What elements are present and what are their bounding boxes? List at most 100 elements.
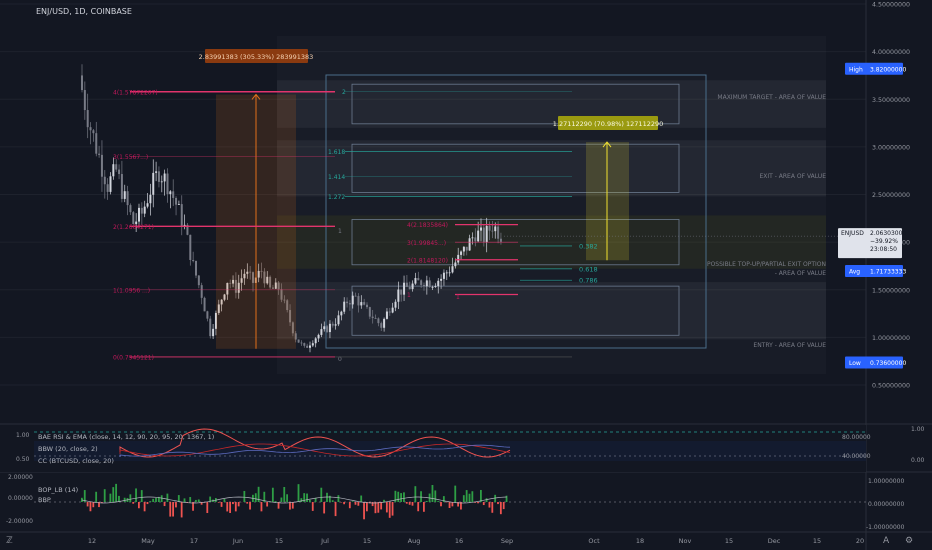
ind1-ema-line <box>119 443 511 457</box>
ind2-bar <box>143 502 146 512</box>
time-tick-label: Oct <box>588 537 600 545</box>
ind2-bar <box>480 489 482 502</box>
ind2-bar <box>303 493 306 502</box>
ind2-bar <box>417 502 420 512</box>
auto-scale-icon[interactable]: A <box>883 536 890 546</box>
indicator-pane-rsi[interactable]: BAE RSI & EMA (close, 14, 12, 90, 20, 95… <box>0 425 925 472</box>
candle-body <box>445 272 448 274</box>
candle-body <box>126 191 129 206</box>
candle-body <box>499 238 502 242</box>
zone-top_up <box>277 215 826 269</box>
time-axis[interactable]: 12 May 17 Jun 15 Jul 15 Aug 16 Sep Oct 18 Nov 15 Dec 15… <box>88 537 864 545</box>
current-price-bg <box>838 228 902 259</box>
indicator-pane-bop[interactable]: BOP_LB (14) BBP 2.00000 0.00000 -2.00000 1.00… <box>6 474 905 531</box>
candle-body <box>346 301 349 304</box>
fib-ext-label: 0.786 <box>579 277 598 285</box>
fib-ext-label: 0.382 <box>579 242 598 250</box>
price-tick-label: 4.50000000 <box>872 2 910 9</box>
candle-body <box>166 173 169 195</box>
ind2-bar <box>394 490 397 502</box>
fib-ext-label: 2 <box>342 89 346 96</box>
ind2-bar <box>371 502 374 507</box>
candle-body <box>309 345 311 348</box>
ind2-left-axis: 0.00000 <box>8 495 33 502</box>
candle-body <box>414 278 417 284</box>
candle-body <box>112 164 115 177</box>
ind2-bar <box>323 502 326 514</box>
candle-body <box>209 318 212 337</box>
ind2-bar <box>297 484 300 502</box>
measure-label-right: 1.27112290 (70.98%) 127112290 <box>553 120 664 128</box>
high-label-name: High <box>849 66 863 73</box>
ind2-bar <box>172 502 174 517</box>
ind1-far-right-axis: 0.00 <box>911 457 925 464</box>
candle-body <box>243 273 246 279</box>
candle-body <box>149 194 152 204</box>
high-label-bg <box>845 62 903 75</box>
candle-body <box>326 326 329 333</box>
candle-body <box>109 176 112 192</box>
time-tick-label: 20 <box>856 537 864 545</box>
ind2-bar <box>115 483 117 502</box>
zoom-icon[interactable]: ℤ <box>6 536 13 546</box>
time-tick-label: Dec <box>768 537 781 545</box>
ind2-bar <box>474 502 477 503</box>
ind2-bar <box>229 502 231 513</box>
zone-exit <box>277 140 826 197</box>
ind2-bar <box>425 500 428 502</box>
candle-body <box>157 171 160 182</box>
candle-body <box>246 271 249 274</box>
ind1-left-axis: 1.00 <box>16 432 30 439</box>
candle-body <box>425 280 428 287</box>
time-tick-label: 15 <box>725 537 733 545</box>
time-tick-label: 18 <box>636 537 644 545</box>
ind2-bar <box>357 502 360 506</box>
candle-body <box>482 227 485 243</box>
time-tick-label: 15 <box>813 537 821 545</box>
ind2-bar <box>326 492 328 502</box>
ind1-legend: CC (BTCUSD, close, 20) <box>38 457 114 465</box>
candle-body <box>460 251 463 255</box>
candle-body <box>277 282 280 290</box>
ind2-bar <box>226 502 229 512</box>
ind2-bar <box>263 491 266 502</box>
candle-body <box>423 284 425 287</box>
candle-body <box>408 286 411 290</box>
candle-body <box>115 164 118 170</box>
candle-body <box>212 328 215 337</box>
price-tick-label: 3.00000000 <box>872 144 910 151</box>
candle-body <box>217 304 220 313</box>
time-tick-label: Jun <box>232 537 243 545</box>
ind2-right-axis: -1.00000000 <box>866 524 905 531</box>
candle-body <box>337 315 340 325</box>
candle-body <box>340 311 343 316</box>
candle-body <box>451 266 454 273</box>
grid <box>0 3 866 386</box>
candle-body <box>100 154 103 177</box>
ind2-bar <box>152 498 155 502</box>
ind2-bar <box>354 502 357 505</box>
candle-body <box>351 295 354 305</box>
candle-body <box>311 343 314 346</box>
candle-body <box>257 270 260 278</box>
fib-right-level-label: 4(2.1835864) <box>407 222 448 229</box>
ind2-bar <box>397 491 400 502</box>
ind2-bar <box>223 498 226 502</box>
ind2-bar <box>502 502 505 510</box>
ind2-bar <box>300 498 303 502</box>
candle-body <box>103 176 106 185</box>
candle-body <box>357 296 360 306</box>
price-axis[interactable]: 4.50000000 4.00000000 3.50000000 3.00000000… <box>503 2 910 390</box>
ind2-bar <box>129 494 132 502</box>
settings-gear-icon[interactable]: ⚙ <box>905 536 913 546</box>
ind2-bar <box>383 499 385 502</box>
candle-body <box>177 204 180 205</box>
ind2-bar <box>260 502 263 512</box>
ind2-bar <box>391 502 394 516</box>
ind2-bar <box>81 497 83 502</box>
candle-body <box>462 246 465 252</box>
ind2-bar <box>499 502 502 515</box>
ind2-bar <box>388 502 391 518</box>
ind2-left-axis: -2.00000 <box>6 518 33 525</box>
